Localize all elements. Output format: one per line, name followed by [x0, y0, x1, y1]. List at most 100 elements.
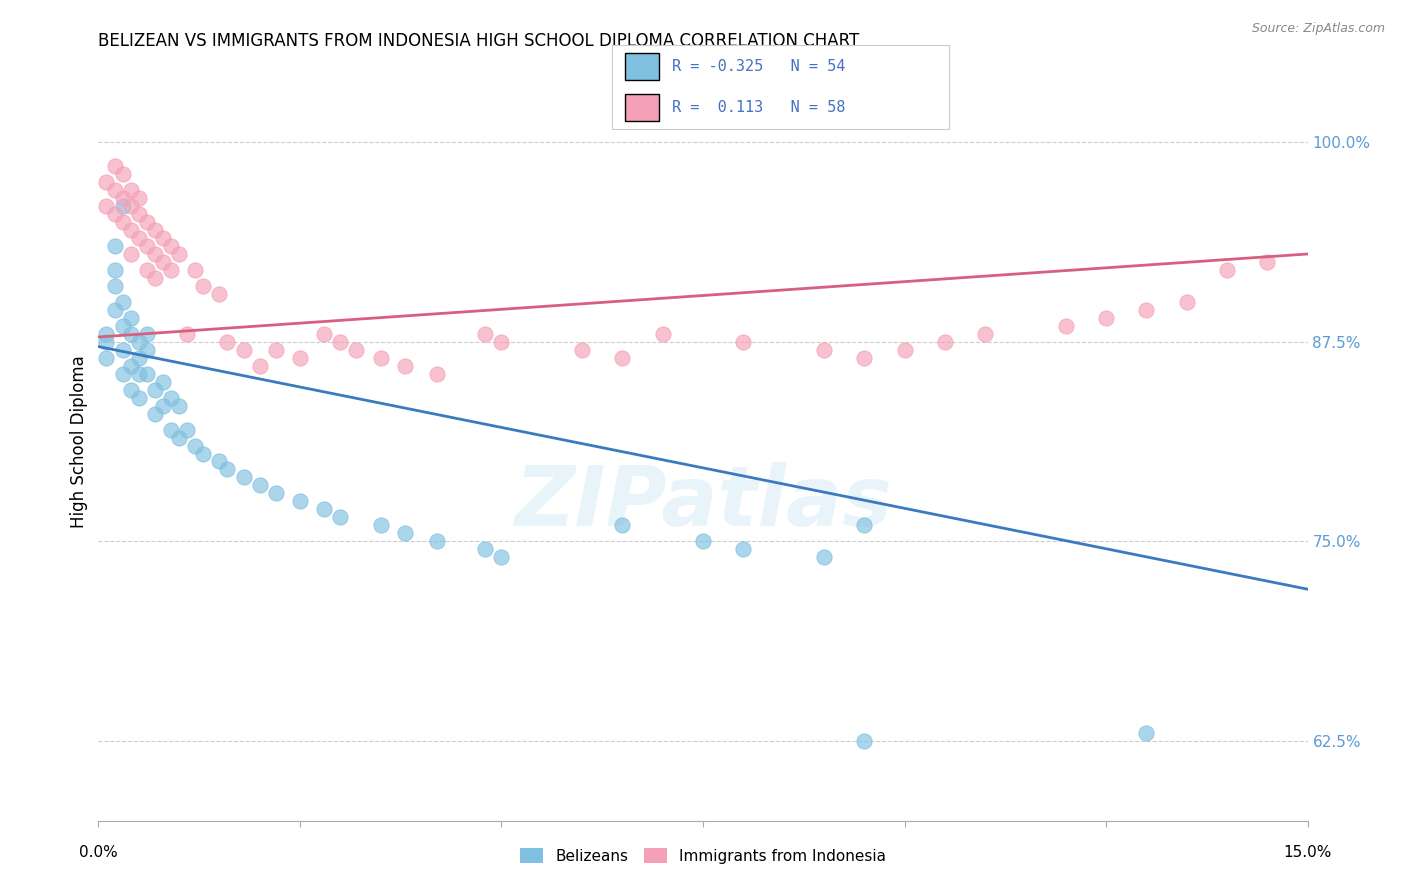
Point	[474, 542, 496, 557]
Point	[176, 423, 198, 437]
Point	[853, 351, 876, 365]
Point	[135, 215, 157, 229]
Point	[111, 318, 134, 333]
Point	[120, 247, 142, 261]
Point	[288, 494, 311, 508]
Point	[167, 399, 190, 413]
Point	[813, 550, 835, 565]
Point	[184, 438, 207, 452]
Point	[934, 334, 956, 349]
Point	[426, 367, 449, 381]
Point	[120, 383, 142, 397]
Legend: Belizeans, Immigrants from Indonesia: Belizeans, Immigrants from Indonesia	[515, 842, 891, 870]
Point	[217, 334, 239, 349]
Point	[1054, 318, 1077, 333]
Point	[208, 286, 231, 301]
Point	[264, 486, 287, 500]
Text: Source: ZipAtlas.com: Source: ZipAtlas.com	[1251, 22, 1385, 36]
Point	[264, 343, 287, 357]
Point	[853, 734, 876, 748]
Point	[1095, 310, 1118, 325]
Point	[232, 470, 254, 484]
Point	[733, 334, 755, 349]
Point	[143, 407, 166, 421]
Point	[111, 167, 134, 181]
Point	[612, 351, 634, 365]
Point	[160, 239, 183, 253]
Point	[96, 175, 118, 189]
Point	[1175, 294, 1198, 309]
Point	[120, 326, 142, 341]
Point	[160, 391, 183, 405]
Point	[111, 215, 134, 229]
Point	[111, 294, 134, 309]
Point	[135, 263, 157, 277]
Point	[853, 518, 876, 533]
Point	[329, 510, 352, 524]
Point	[208, 454, 231, 468]
Point	[571, 343, 593, 357]
Point	[120, 359, 142, 373]
Point	[249, 478, 271, 492]
Point	[167, 431, 190, 445]
Point	[394, 359, 416, 373]
Point	[128, 191, 150, 205]
Point	[152, 231, 174, 245]
Point	[103, 183, 125, 197]
FancyBboxPatch shape	[626, 94, 659, 120]
Point	[143, 247, 166, 261]
Point	[96, 326, 118, 341]
Point	[426, 534, 449, 549]
Point	[733, 542, 755, 557]
Point	[193, 279, 215, 293]
Point	[474, 326, 496, 341]
Point	[103, 302, 125, 317]
Point	[128, 391, 150, 405]
Point	[103, 279, 125, 293]
Point	[103, 239, 125, 253]
Point	[128, 351, 150, 365]
Point	[120, 223, 142, 237]
Point	[120, 199, 142, 213]
Point	[111, 343, 134, 357]
Point	[143, 383, 166, 397]
Point	[193, 446, 215, 460]
Point	[152, 255, 174, 269]
Point	[167, 247, 190, 261]
Point	[314, 326, 336, 341]
Point	[1135, 726, 1157, 740]
Point	[135, 239, 157, 253]
Point	[135, 326, 157, 341]
Point	[111, 199, 134, 213]
FancyBboxPatch shape	[626, 54, 659, 80]
Point	[96, 351, 118, 365]
Point	[135, 367, 157, 381]
Point	[143, 223, 166, 237]
Point	[184, 263, 207, 277]
Point	[344, 343, 367, 357]
Point	[120, 183, 142, 197]
Point	[120, 310, 142, 325]
Point	[96, 334, 118, 349]
Point	[152, 399, 174, 413]
Text: ZIPatlas: ZIPatlas	[515, 462, 891, 542]
Point	[249, 359, 271, 373]
Point	[103, 207, 125, 221]
Point	[491, 550, 513, 565]
Point	[1216, 263, 1239, 277]
Point	[96, 199, 118, 213]
Point	[314, 502, 336, 516]
Y-axis label: High School Diploma: High School Diploma	[70, 355, 89, 528]
Point	[288, 351, 311, 365]
Point	[103, 159, 125, 173]
Point	[813, 343, 835, 357]
Point	[217, 462, 239, 476]
Point	[692, 534, 714, 549]
Point	[1135, 302, 1157, 317]
Point	[176, 326, 198, 341]
Point	[974, 326, 997, 341]
Text: R = -0.325   N = 54: R = -0.325 N = 54	[672, 59, 846, 74]
Point	[135, 343, 157, 357]
Point	[111, 367, 134, 381]
Point	[394, 526, 416, 541]
